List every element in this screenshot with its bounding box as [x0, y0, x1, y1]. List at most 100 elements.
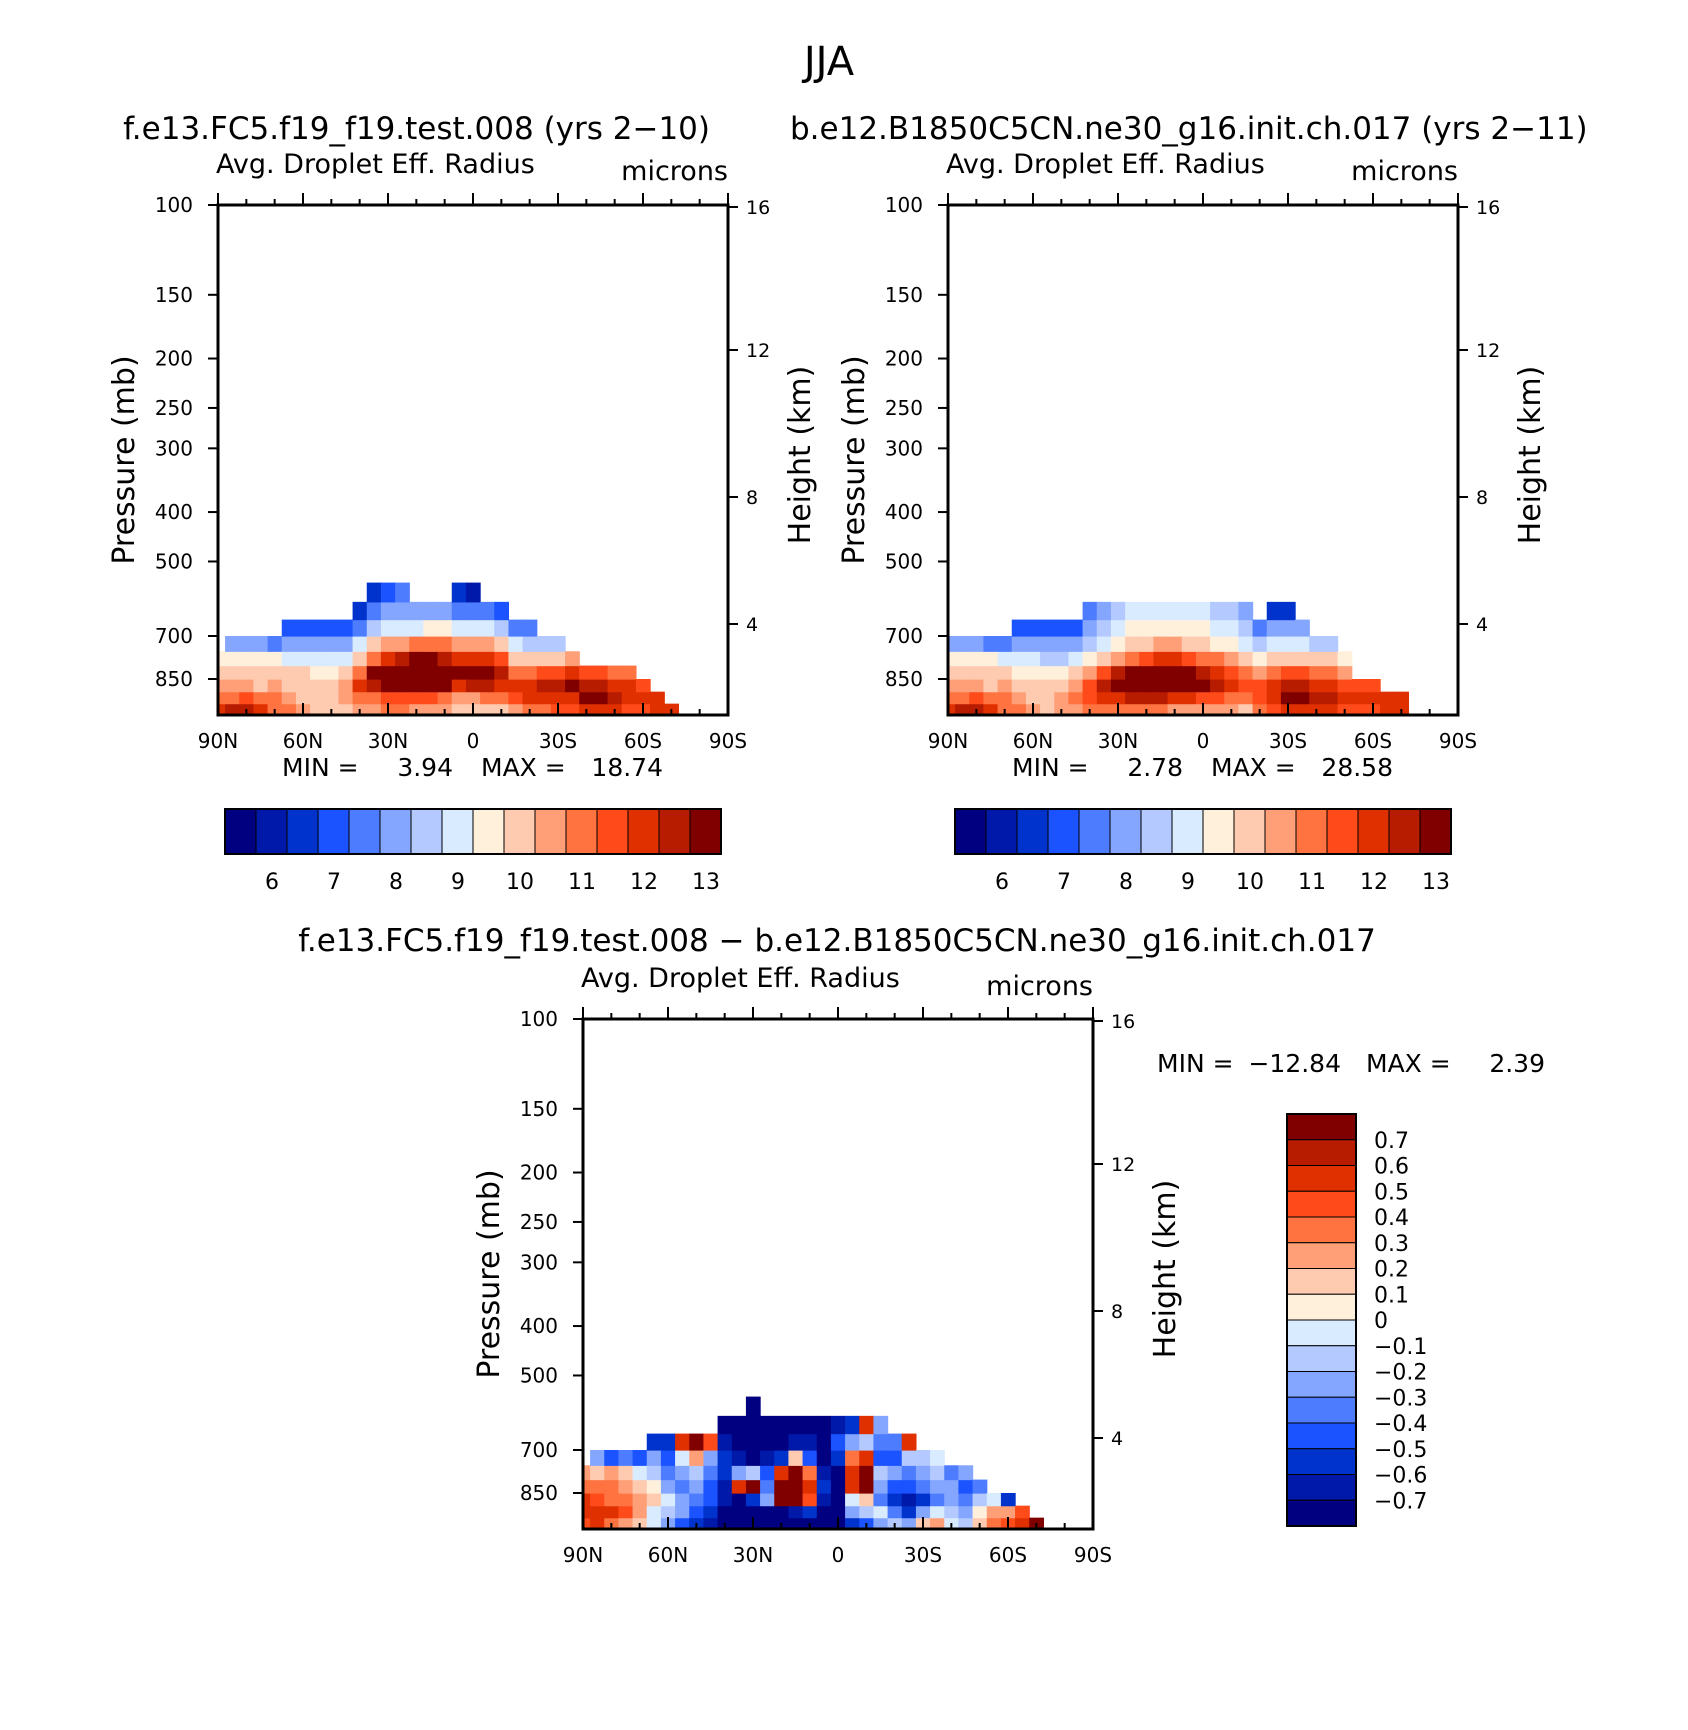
panel2-colorbar-label: 6 [995, 870, 1009, 895]
panel1-cell [437, 651, 453, 667]
panel2-cell [1082, 651, 1098, 667]
panel1-cell [380, 679, 396, 693]
panel1-cell [267, 679, 283, 693]
panel1-cell [480, 703, 495, 716]
panel2-cell [1167, 636, 1183, 652]
panel1-colorbar-box [596, 808, 629, 855]
main-title: JJA [801, 39, 855, 85]
panel3-cell [915, 1493, 931, 1507]
panel1-cell [395, 679, 410, 693]
panel1-cell [395, 582, 410, 603]
panel2-cell [955, 636, 970, 652]
panel1-cell [338, 665, 354, 680]
panel3-ytick-label: 200 [520, 1161, 558, 1185]
panel3-colorbar-box [1286, 1216, 1357, 1244]
panel3-cell [731, 1479, 747, 1494]
panel3-xtick-label: 30S [904, 1543, 942, 1567]
panel2-colorbar-box [1326, 808, 1359, 855]
panel3-colorbar-label: −0.3 [1374, 1386, 1427, 1411]
panel2-cell [1040, 636, 1055, 652]
panel1-cell [366, 691, 382, 705]
panel3-cell [646, 1493, 662, 1507]
panel1-cell [565, 651, 580, 667]
panel2-cell [1125, 703, 1140, 716]
panel3-cell [788, 1479, 804, 1494]
panel3-cell [717, 1415, 733, 1435]
panel1-cell [253, 679, 269, 693]
panel1-cell [366, 703, 382, 716]
panel3-ytick-label: 250 [520, 1210, 558, 1234]
panel3-cell [675, 1465, 690, 1481]
panel1-cell [380, 651, 396, 667]
panel1-ytick-label: 500 [155, 549, 193, 573]
panel2-cell [1266, 665, 1282, 680]
panel1-cell [366, 601, 382, 621]
panel1-cell [451, 651, 467, 667]
panel3-cell [583, 1517, 591, 1530]
panel2-cell [1181, 665, 1197, 680]
panel2-colorbar-box [1264, 808, 1297, 855]
panel2-cell [948, 679, 956, 693]
panel2-cell [1025, 636, 1041, 652]
panel1-cell [409, 619, 425, 637]
panel1-ytick-label: 150 [155, 283, 193, 307]
panel1-cell [423, 636, 439, 652]
panel1-cell [437, 691, 453, 705]
panel3-cell [583, 1465, 591, 1481]
panel2-colorbar-label: 13 [1422, 870, 1450, 895]
panel1-cell [465, 601, 481, 621]
panel1-cell [579, 691, 595, 705]
panel1-cell [593, 665, 609, 680]
panel3-cell [830, 1433, 846, 1451]
panel1-cell [508, 679, 524, 693]
panel2-colorbar-label: 8 [1119, 870, 1133, 895]
panel1-ytick-label: 100 [155, 193, 193, 217]
panel2-cell [1195, 679, 1211, 693]
panel3-cell [632, 1450, 648, 1466]
panel1-ytick-label: 300 [155, 436, 193, 460]
panel3-ylabel-right: Height (km) [1148, 1180, 1183, 1359]
panel3-cell [745, 1479, 761, 1494]
panel2-cell [1351, 691, 1367, 705]
panel2-cell [1295, 651, 1310, 667]
panel2-cell [1082, 691, 1098, 705]
panel3-yrtick-label: 8 [1111, 1301, 1123, 1323]
panel3-cell [731, 1433, 747, 1451]
panel1-cell [635, 679, 651, 693]
panel2-cell [1309, 636, 1325, 652]
panel3-cell [816, 1479, 832, 1494]
panel3-cell [675, 1517, 690, 1530]
panel1-cell [225, 636, 240, 652]
panel3-colorbar-box [1286, 1448, 1357, 1475]
panel3-cell [873, 1493, 889, 1507]
panel3-cell [1015, 1517, 1030, 1530]
panel1-xtick-label: 60S [624, 729, 662, 753]
panel1-cell [494, 651, 510, 667]
panel2-cell [997, 636, 1013, 652]
panel1-cell [395, 691, 410, 705]
panel2-cell [1181, 619, 1197, 637]
panel3-cell [944, 1505, 960, 1519]
panel2-cell [1096, 601, 1112, 621]
panel1-cell [423, 703, 439, 716]
panel3-cell [859, 1415, 875, 1435]
panel2-colorbar-box [1047, 808, 1080, 855]
panel2-cell [1252, 665, 1268, 680]
panel2-cell [1068, 679, 1084, 693]
panel2-colorbar-box [1109, 808, 1142, 855]
panel2-cell [1252, 679, 1268, 693]
panel2-cell [1323, 679, 1339, 693]
panel3-cell [774, 1493, 790, 1507]
panel1-colorbar-label: 7 [327, 870, 341, 895]
panel3-cell [901, 1450, 917, 1466]
panel2-cell [1380, 703, 1395, 716]
panel3-cell [958, 1493, 974, 1507]
panel1-cell [295, 691, 311, 705]
panel2-cell [1309, 691, 1325, 705]
panel1-cell [550, 691, 566, 705]
panel2-cell [1195, 665, 1211, 680]
panel1-cell [522, 691, 538, 705]
panel1-cell [621, 679, 637, 693]
